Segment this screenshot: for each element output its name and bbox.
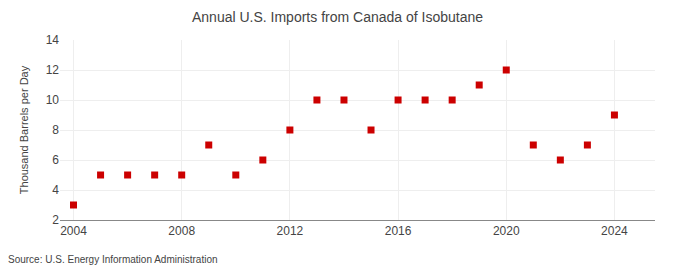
svg-text:2024: 2024 bbox=[601, 224, 628, 238]
svg-text:2: 2 bbox=[52, 213, 59, 227]
svg-text:8: 8 bbox=[52, 123, 59, 137]
svg-text:Thousand Barrels per Day: Thousand Barrels per Day bbox=[18, 65, 30, 194]
svg-text:2016: 2016 bbox=[385, 224, 412, 238]
svg-text:2004: 2004 bbox=[60, 224, 87, 238]
svg-text:4: 4 bbox=[52, 183, 59, 197]
svg-text:Annual U.S. Imports from Canad: Annual U.S. Imports from Canada of Isobu… bbox=[192, 9, 483, 25]
svg-text:10: 10 bbox=[46, 93, 60, 107]
svg-text:2008: 2008 bbox=[168, 224, 195, 238]
svg-text:6: 6 bbox=[52, 153, 59, 167]
svg-text:2020: 2020 bbox=[493, 224, 520, 238]
svg-text:2012: 2012 bbox=[277, 224, 304, 238]
svg-text:12: 12 bbox=[46, 63, 60, 77]
svg-text:14: 14 bbox=[46, 33, 60, 47]
svg-text:Source: U.S. Energy Informatio: Source: U.S. Energy Information Administ… bbox=[8, 254, 218, 265]
